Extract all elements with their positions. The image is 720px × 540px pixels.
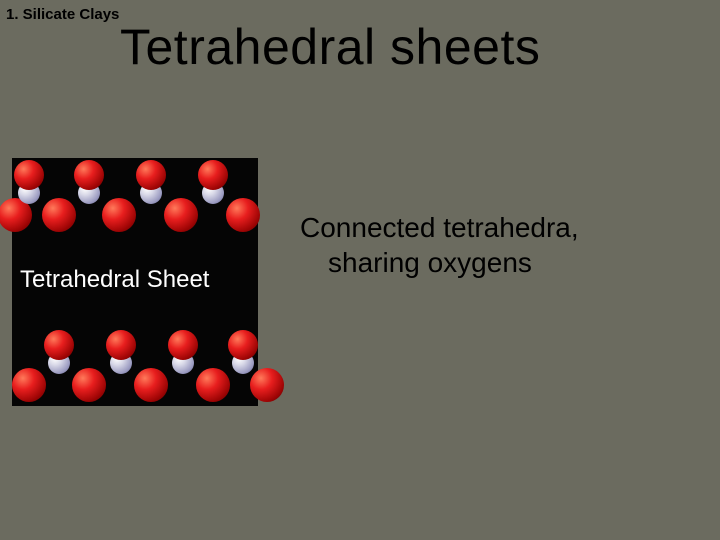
oxygen-atom-icon [164, 198, 198, 232]
description-text: Connected tetrahedra, sharing oxygens [300, 210, 700, 280]
oxygen-atom-icon [198, 160, 228, 190]
figure-caption: Tetrahedral Sheet [12, 266, 258, 294]
oxygen-atom-icon [226, 198, 260, 232]
oxygen-atom-icon [196, 368, 230, 402]
oxygen-atom-icon [228, 330, 258, 360]
oxygen-atom-icon [12, 368, 46, 402]
oxygen-atom-icon [168, 330, 198, 360]
oxygen-atom-icon [14, 160, 44, 190]
page-title: Tetrahedral sheets [120, 18, 540, 76]
tetrahedral-sheet-figure: Tetrahedral Sheet [12, 158, 258, 406]
description-line-1: Connected tetrahedra, [300, 212, 579, 243]
oxygen-atom-icon [44, 330, 74, 360]
molecule-row-bottom [12, 328, 258, 406]
description-line-2: sharing oxygens [300, 245, 700, 280]
breadcrumb: 1. Silicate Clays [6, 6, 119, 23]
oxygen-atom-icon [72, 368, 106, 402]
oxygen-atom-icon [74, 160, 104, 190]
molecule-row-top [12, 158, 258, 236]
oxygen-atom-icon [250, 368, 284, 402]
oxygen-atom-icon [106, 330, 136, 360]
oxygen-atom-icon [134, 368, 168, 402]
oxygen-atom-icon [102, 198, 136, 232]
oxygen-atom-icon [42, 198, 76, 232]
oxygen-atom-icon [136, 160, 166, 190]
